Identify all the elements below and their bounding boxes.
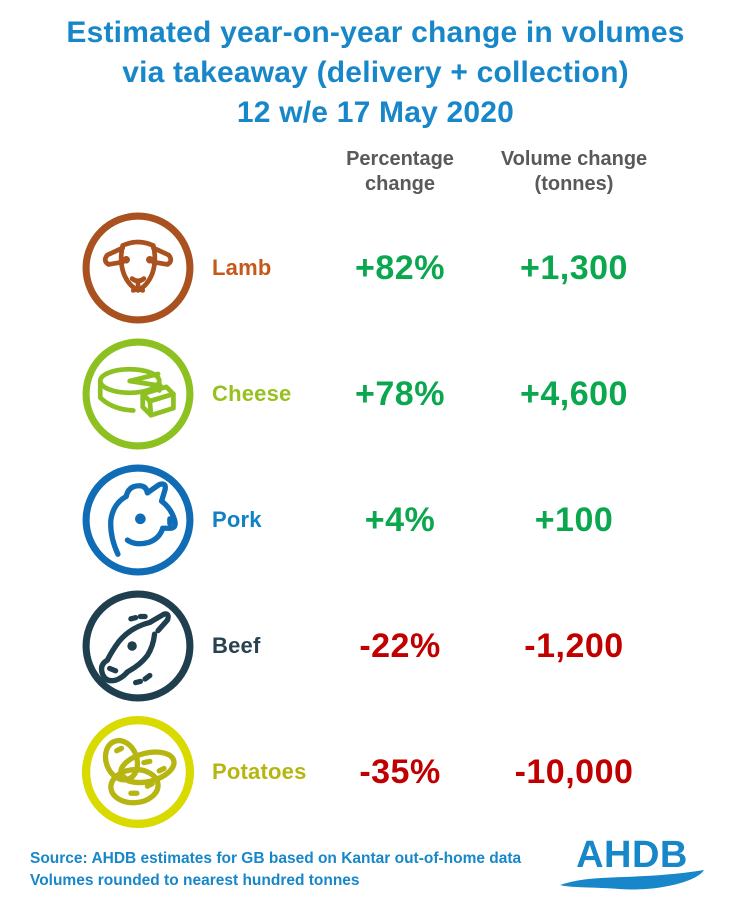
column-headers: Percentage change Volume change (tonnes) bbox=[0, 147, 751, 197]
table-row: Lamb +82% +1,300 bbox=[0, 205, 751, 331]
percentage-change-value: +78% bbox=[355, 374, 445, 413]
volume-change-value: -1,200 bbox=[524, 626, 624, 665]
volume-change-value: +4,600 bbox=[520, 374, 628, 413]
table-row: Pork +4% +100 bbox=[0, 457, 751, 583]
percentage-change-header: Percentage change bbox=[346, 148, 454, 195]
data-table: Lamb +82% +1,300 Cheese +78% +4 bbox=[0, 205, 751, 835]
ahdb-logo: AHDB bbox=[557, 834, 707, 892]
ahdb-logo-text: AHDB bbox=[576, 834, 688, 876]
cow-icon bbox=[78, 587, 198, 705]
volume-change-value: +1,300 bbox=[520, 248, 628, 287]
volume-change-header: Volume change (tonnes) bbox=[500, 148, 648, 195]
cheese-icon bbox=[78, 335, 198, 453]
row-label: Potatoes bbox=[212, 759, 307, 784]
sheep-icon bbox=[78, 209, 198, 327]
potatoes-icon bbox=[78, 713, 198, 831]
row-label: Pork bbox=[212, 507, 262, 532]
percentage-change-value: -35% bbox=[359, 752, 441, 791]
table-row: Beef -22% -1,200 bbox=[0, 583, 751, 709]
table-row: Potatoes -35% -10,000 bbox=[0, 709, 751, 835]
percentage-change-value: -22% bbox=[359, 626, 441, 665]
title-line-3: 12 w/e 17 May 2020 bbox=[236, 96, 515, 129]
table-row: Cheese +78% +4,600 bbox=[0, 331, 751, 457]
row-label: Beef bbox=[212, 633, 261, 658]
source-note: Source: AHDB estimates for GB based on K… bbox=[30, 848, 521, 892]
title-line-2: via takeaway (delivery + collection) bbox=[122, 56, 629, 89]
ahdb-wave-icon bbox=[560, 870, 704, 890]
footer: Source: AHDB estimates for GB based on K… bbox=[0, 834, 751, 896]
volume-change-value: +100 bbox=[534, 500, 614, 539]
row-label: Cheese bbox=[212, 381, 292, 406]
percentage-change-value: +4% bbox=[364, 500, 436, 539]
source-line-1: Source: AHDB estimates for GB based on K… bbox=[30, 850, 522, 867]
volume-change-value: -10,000 bbox=[514, 752, 634, 791]
pig-icon bbox=[78, 461, 198, 579]
page-title: Estimated year-on-year change in volumes… bbox=[0, 0, 751, 133]
percentage-change-value: +82% bbox=[355, 248, 445, 287]
title-line-1: Estimated year-on-year change in volumes bbox=[66, 16, 685, 49]
row-label: Lamb bbox=[212, 255, 272, 280]
source-line-2: Volumes rounded to nearest hundred tonne… bbox=[30, 872, 360, 889]
